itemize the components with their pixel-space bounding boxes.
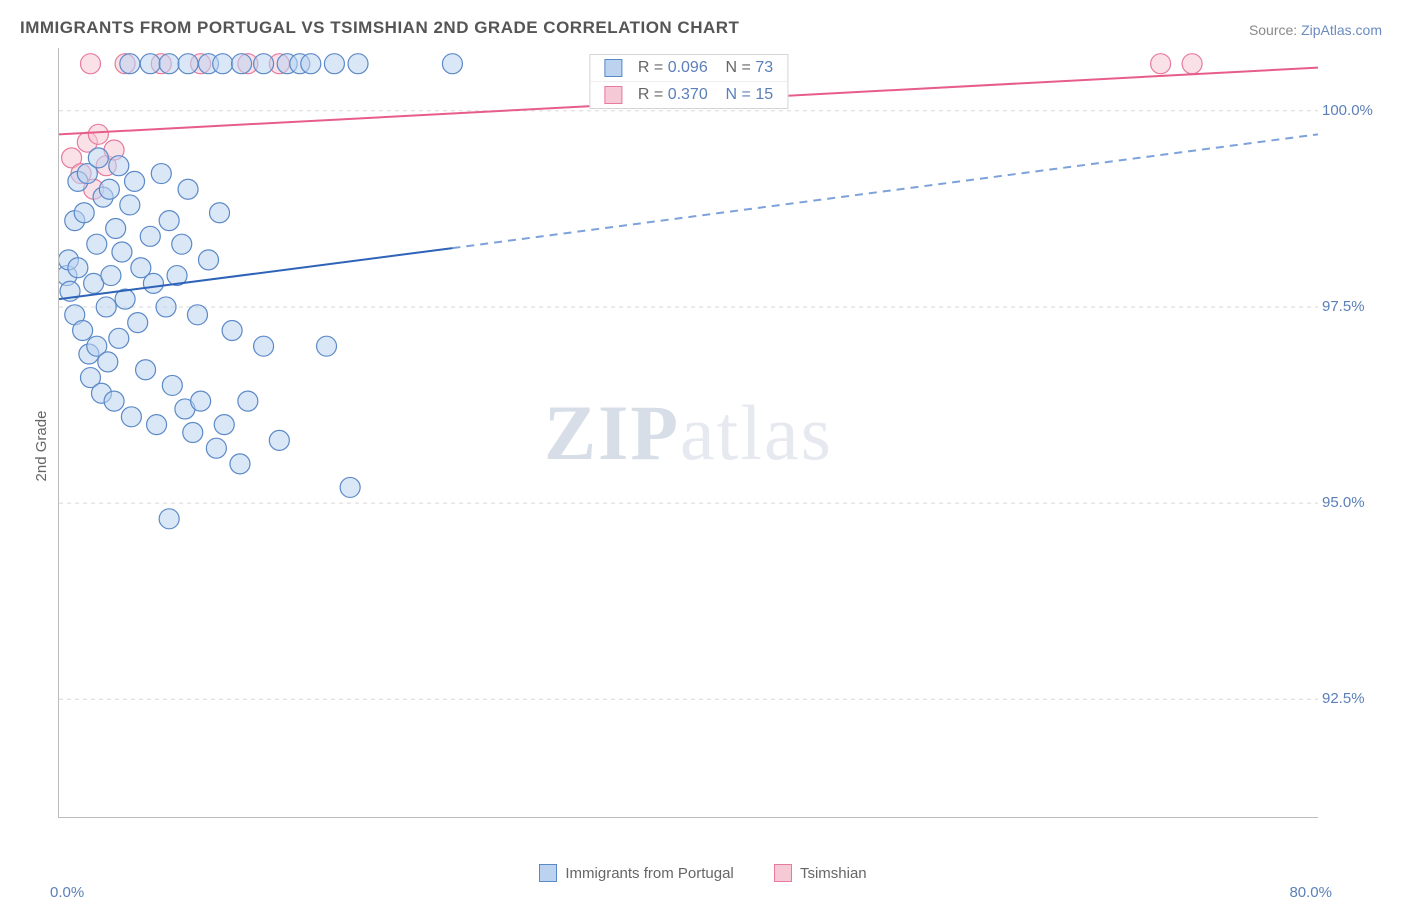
legend-item-1: Immigrants from Portugal [539,864,733,882]
legend-label-1: Immigrants from Portugal [565,865,733,882]
chart-source: Source: ZipAtlas.com [1249,22,1382,38]
r-label-1: R = [638,59,668,76]
y-tick-label: 97.5% [1322,298,1390,315]
source-label: Source: [1249,22,1301,38]
bottom-legend: Immigrants from Portugal Tsimshian [0,864,1406,886]
stats-text-2: R = 0.370 N = 15 [638,86,773,104]
y-tick-label: 100.0% [1322,102,1390,119]
y-tick-label: 92.5% [1322,690,1390,707]
stats-text-1: R = 0.096 N = 73 [638,59,773,77]
x-min-label: 0.0% [50,884,84,901]
r-value-1: 0.096 [668,59,708,76]
y-axis-label: 2nd Grade [33,411,50,482]
watermark-rest: atlas [680,389,833,476]
swatch-series2-b [774,864,792,882]
chart-title: IMMIGRANTS FROM PORTUGAL VS TSIMSHIAN 2N… [20,18,739,38]
stats-row-1: R = 0.096 N = 73 [590,55,787,82]
n-value-2: 15 [755,86,773,103]
watermark: ZIPatlas [544,388,833,478]
swatch-series1 [604,59,622,77]
stats-row-2: R = 0.370 N = 15 [590,82,787,108]
legend-label-2: Tsimshian [800,865,867,882]
r-label-2: R = [638,86,668,103]
plot-area: ZIPatlas R = 0.096 N = 73 R = 0.370 N = … [58,48,1318,818]
n-label-2: N = [708,86,756,103]
swatch-series2 [604,86,622,104]
stats-legend: R = 0.096 N = 73 R = 0.370 N = 15 [589,54,788,109]
swatch-series1-b [539,864,557,882]
x-max-label: 80.0% [1289,884,1332,901]
watermark-bold: ZIP [544,389,680,476]
n-label-1: N = [708,59,756,76]
source-link[interactable]: ZipAtlas.com [1301,22,1382,38]
legend-item-2: Tsimshian [774,864,867,882]
n-value-1: 73 [755,59,773,76]
r-value-2: 0.370 [668,86,708,103]
y-tick-label: 95.0% [1322,494,1390,511]
